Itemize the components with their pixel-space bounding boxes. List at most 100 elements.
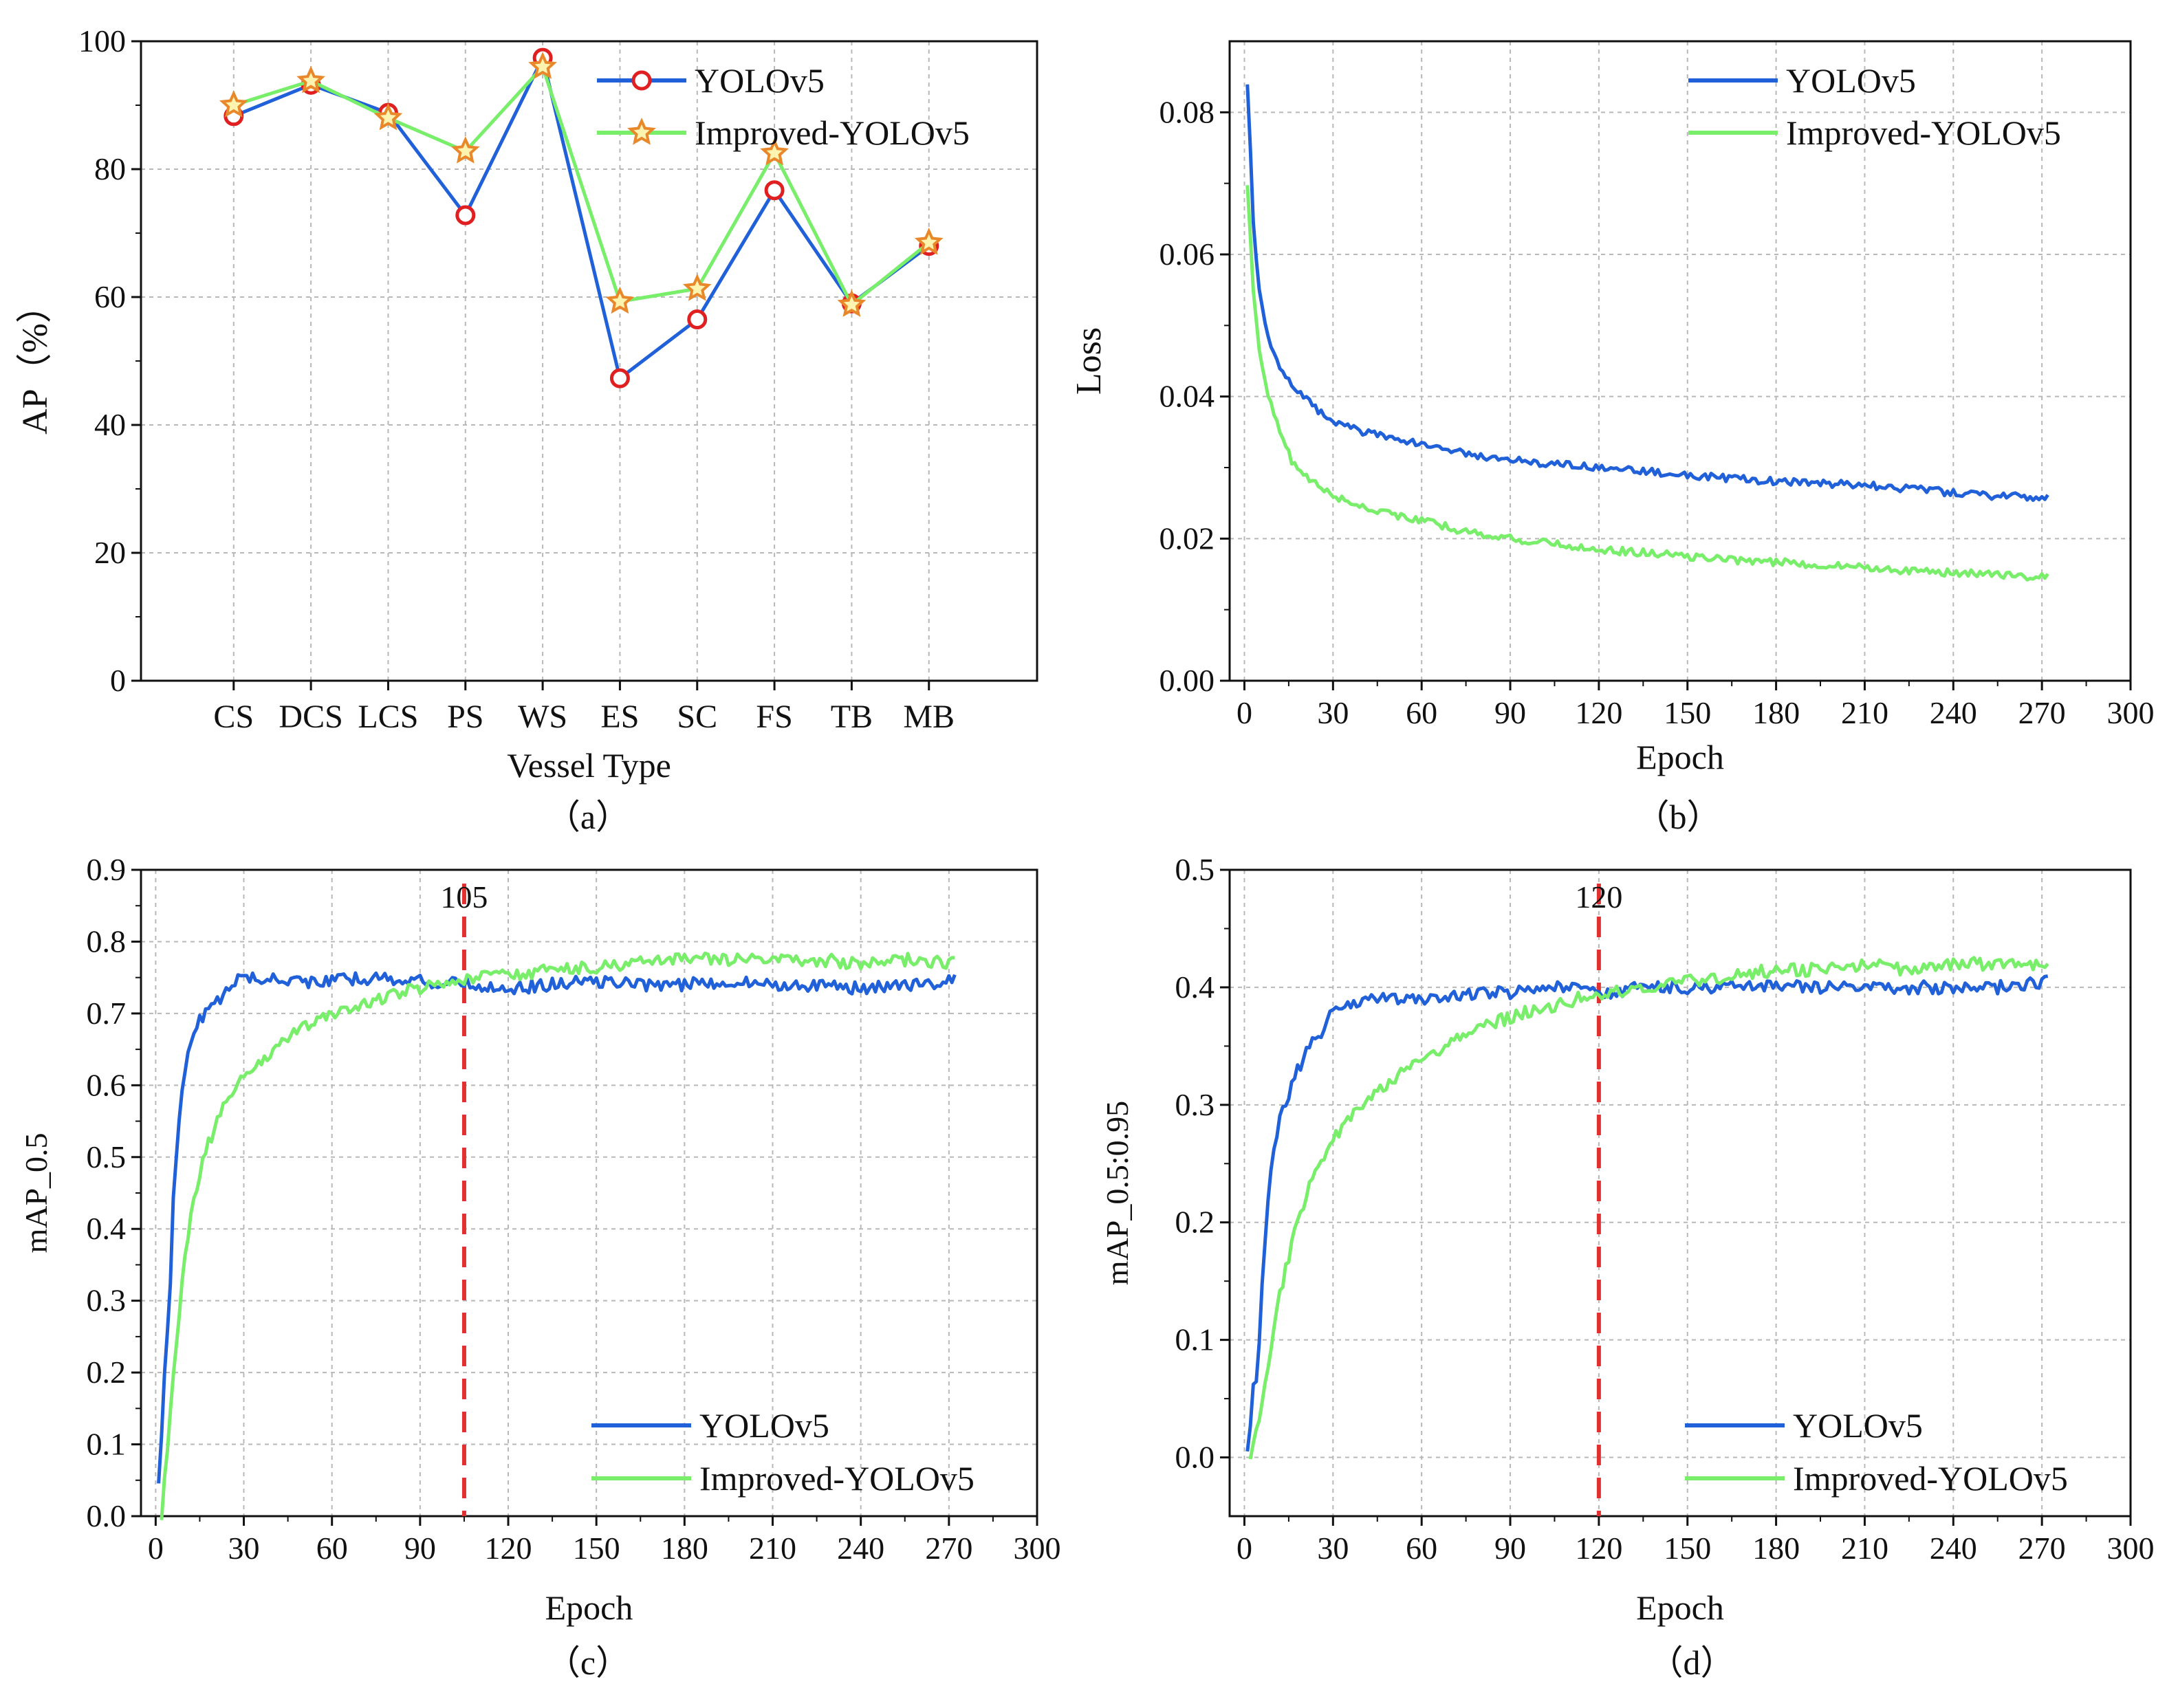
x-tick-label: 0 [148, 1531, 164, 1566]
series-yolov5 [157, 971, 957, 1484]
series-yolov5 [1245, 84, 2049, 502]
data-point-circle [609, 368, 630, 388]
panel-caption: （d） [1649, 1643, 1735, 1682]
legend-label: Improved-YOLOv5 [699, 1459, 974, 1498]
data-point-star [296, 65, 325, 94]
x-tick-label: SC [677, 699, 717, 735]
y-tick-label: 60 [94, 279, 126, 314]
series-line [232, 56, 930, 380]
legend-label: YOLOv5 [695, 61, 825, 100]
x-tick-label: ES [600, 699, 639, 735]
data-point-circle [687, 309, 708, 330]
y-tick-label: 0.0 [87, 1498, 127, 1533]
series-line [157, 971, 957, 1484]
x-axis-label: Epoch [1636, 738, 1724, 776]
reference-line-label: 120 [1575, 879, 1622, 915]
y-tick-label: 0.7 [87, 996, 127, 1031]
x-tick-label: 180 [1752, 1531, 1800, 1566]
data-point-circle [764, 180, 785, 201]
legend-label: Improved-YOLOv5 [695, 113, 970, 152]
x-tick-label: 90 [404, 1531, 436, 1566]
x-tick-label: 120 [1575, 1531, 1622, 1566]
x-tick-label: 270 [2018, 695, 2066, 730]
chart-c: 0.0 0.1 0.2 0.3 0.4 0.5 0.6 0.7 0.8 0.9 0 30 60 90 120… [19, 852, 1061, 1682]
y-tick-label: 0.00 [1159, 663, 1215, 698]
plot-frame [1228, 868, 2132, 1518]
x-tick-label: 60 [1406, 1531, 1437, 1566]
y-tick-label: 0.08 [1159, 94, 1215, 129]
y-tick-label: 20 [94, 535, 126, 570]
series-line [1245, 84, 2049, 502]
x-tick-label: 60 [316, 1531, 348, 1566]
x-tick-label: 270 [925, 1531, 972, 1566]
data-point-star [605, 286, 635, 314]
x-tick-label: 180 [1752, 695, 1800, 730]
legend-label: YOLOv5 [699, 1406, 829, 1445]
x-tick-label: 240 [1930, 695, 1977, 730]
panel-caption: （c） [546, 1643, 630, 1682]
y-axis-label: mAP_0.5:0.95 [1100, 1101, 1135, 1285]
legend-label: YOLOv5 [1786, 61, 1916, 100]
legend-label: Improved-YOLOv5 [1786, 113, 2061, 152]
legend: YOLOv5 Improved-YOLOv5 [591, 1406, 974, 1498]
x-tick-label: WS [518, 699, 567, 735]
x-tick-label: 90 [1494, 695, 1526, 730]
x-tick-label: 180 [661, 1531, 708, 1566]
series-line [1245, 185, 2049, 582]
chart-a: 0 20 40 60 80 100 CS DCS LCS PS WS ES SC FS TB MB Vessel… [16, 23, 1038, 836]
x-tick-label: 30 [1317, 1531, 1349, 1566]
x-tick-label: 60 [1406, 695, 1437, 730]
reference-line-label: 105 [440, 879, 488, 915]
x-tick-label: 300 [2107, 1531, 2155, 1566]
x-tick-label: 210 [1841, 1531, 1888, 1566]
y-tick-label: 0.4 [1175, 970, 1215, 1005]
y-tick-label: 0.8 [87, 923, 127, 959]
x-tick-label: 0 [1237, 1531, 1252, 1566]
series-line [160, 951, 955, 1520]
data-point-star [528, 52, 557, 79]
x-axis-label: Epoch [1636, 1588, 1724, 1627]
y-tick-label: 0.5 [87, 1139, 127, 1174]
x-tick-label: 30 [1317, 695, 1349, 730]
series-line [233, 65, 930, 307]
y-axis-label: Loss [1069, 327, 1109, 395]
y-tick-label: 0.0 [1175, 1440, 1215, 1475]
x-tick-label: 120 [485, 1531, 532, 1566]
legend: YOLOv5 Improved-YOLOv5 [597, 61, 970, 152]
y-tick-label: 0.1 [1175, 1322, 1215, 1357]
y-axis-label: mAP_0.5 [19, 1132, 54, 1253]
plot-frame [1228, 40, 2132, 682]
data-point-star [219, 90, 248, 118]
x-axis-label: Epoch [545, 1588, 633, 1627]
data-point-star [450, 136, 480, 164]
legend: YOLOv5 Improved-YOLOv5 [1688, 61, 2061, 152]
y-tick-label: 0.4 [87, 1211, 127, 1246]
y-tick-label: 0.5 [1175, 852, 1215, 887]
x-tick-label: DCS [279, 699, 342, 735]
y-axis-label: AP（%） [16, 287, 55, 435]
y-tick-label: 0.2 [1175, 1205, 1215, 1240]
data-point-circle [455, 205, 476, 226]
y-tick-label: 0.1 [87, 1427, 127, 1462]
chart-b: 0.00 0.02 0.04 0.06 0.08 0 30 60 90 120 150 180 210 2… [1069, 40, 2155, 836]
x-tick-label: 210 [1841, 695, 1888, 730]
x-tick-label: 120 [1575, 695, 1622, 730]
y-tick-label: 0.04 [1159, 379, 1215, 414]
legend-label: YOLOv5 [1793, 1406, 1923, 1445]
series-improved-yolov5 [1248, 956, 2049, 1460]
y-tick-label: 0.9 [87, 852, 127, 887]
x-tick-label: TB [831, 699, 873, 735]
y-tick-label: 0.2 [87, 1355, 127, 1390]
x-tick-label: 270 [2018, 1531, 2066, 1566]
x-tick-label: 210 [749, 1531, 796, 1566]
y-tick-label: 0.3 [87, 1283, 127, 1318]
x-tick-label: 240 [837, 1531, 884, 1566]
y-tick-label: 0.06 [1159, 237, 1215, 272]
x-tick-label: 90 [1494, 1531, 1526, 1566]
x-tick-label: MB [903, 699, 955, 735]
data-point-star [373, 102, 403, 131]
series-yolov5 [1245, 974, 2049, 1452]
legend: YOLOv5 Improved-YOLOv5 [1685, 1406, 2068, 1498]
data-point-star [760, 138, 789, 166]
